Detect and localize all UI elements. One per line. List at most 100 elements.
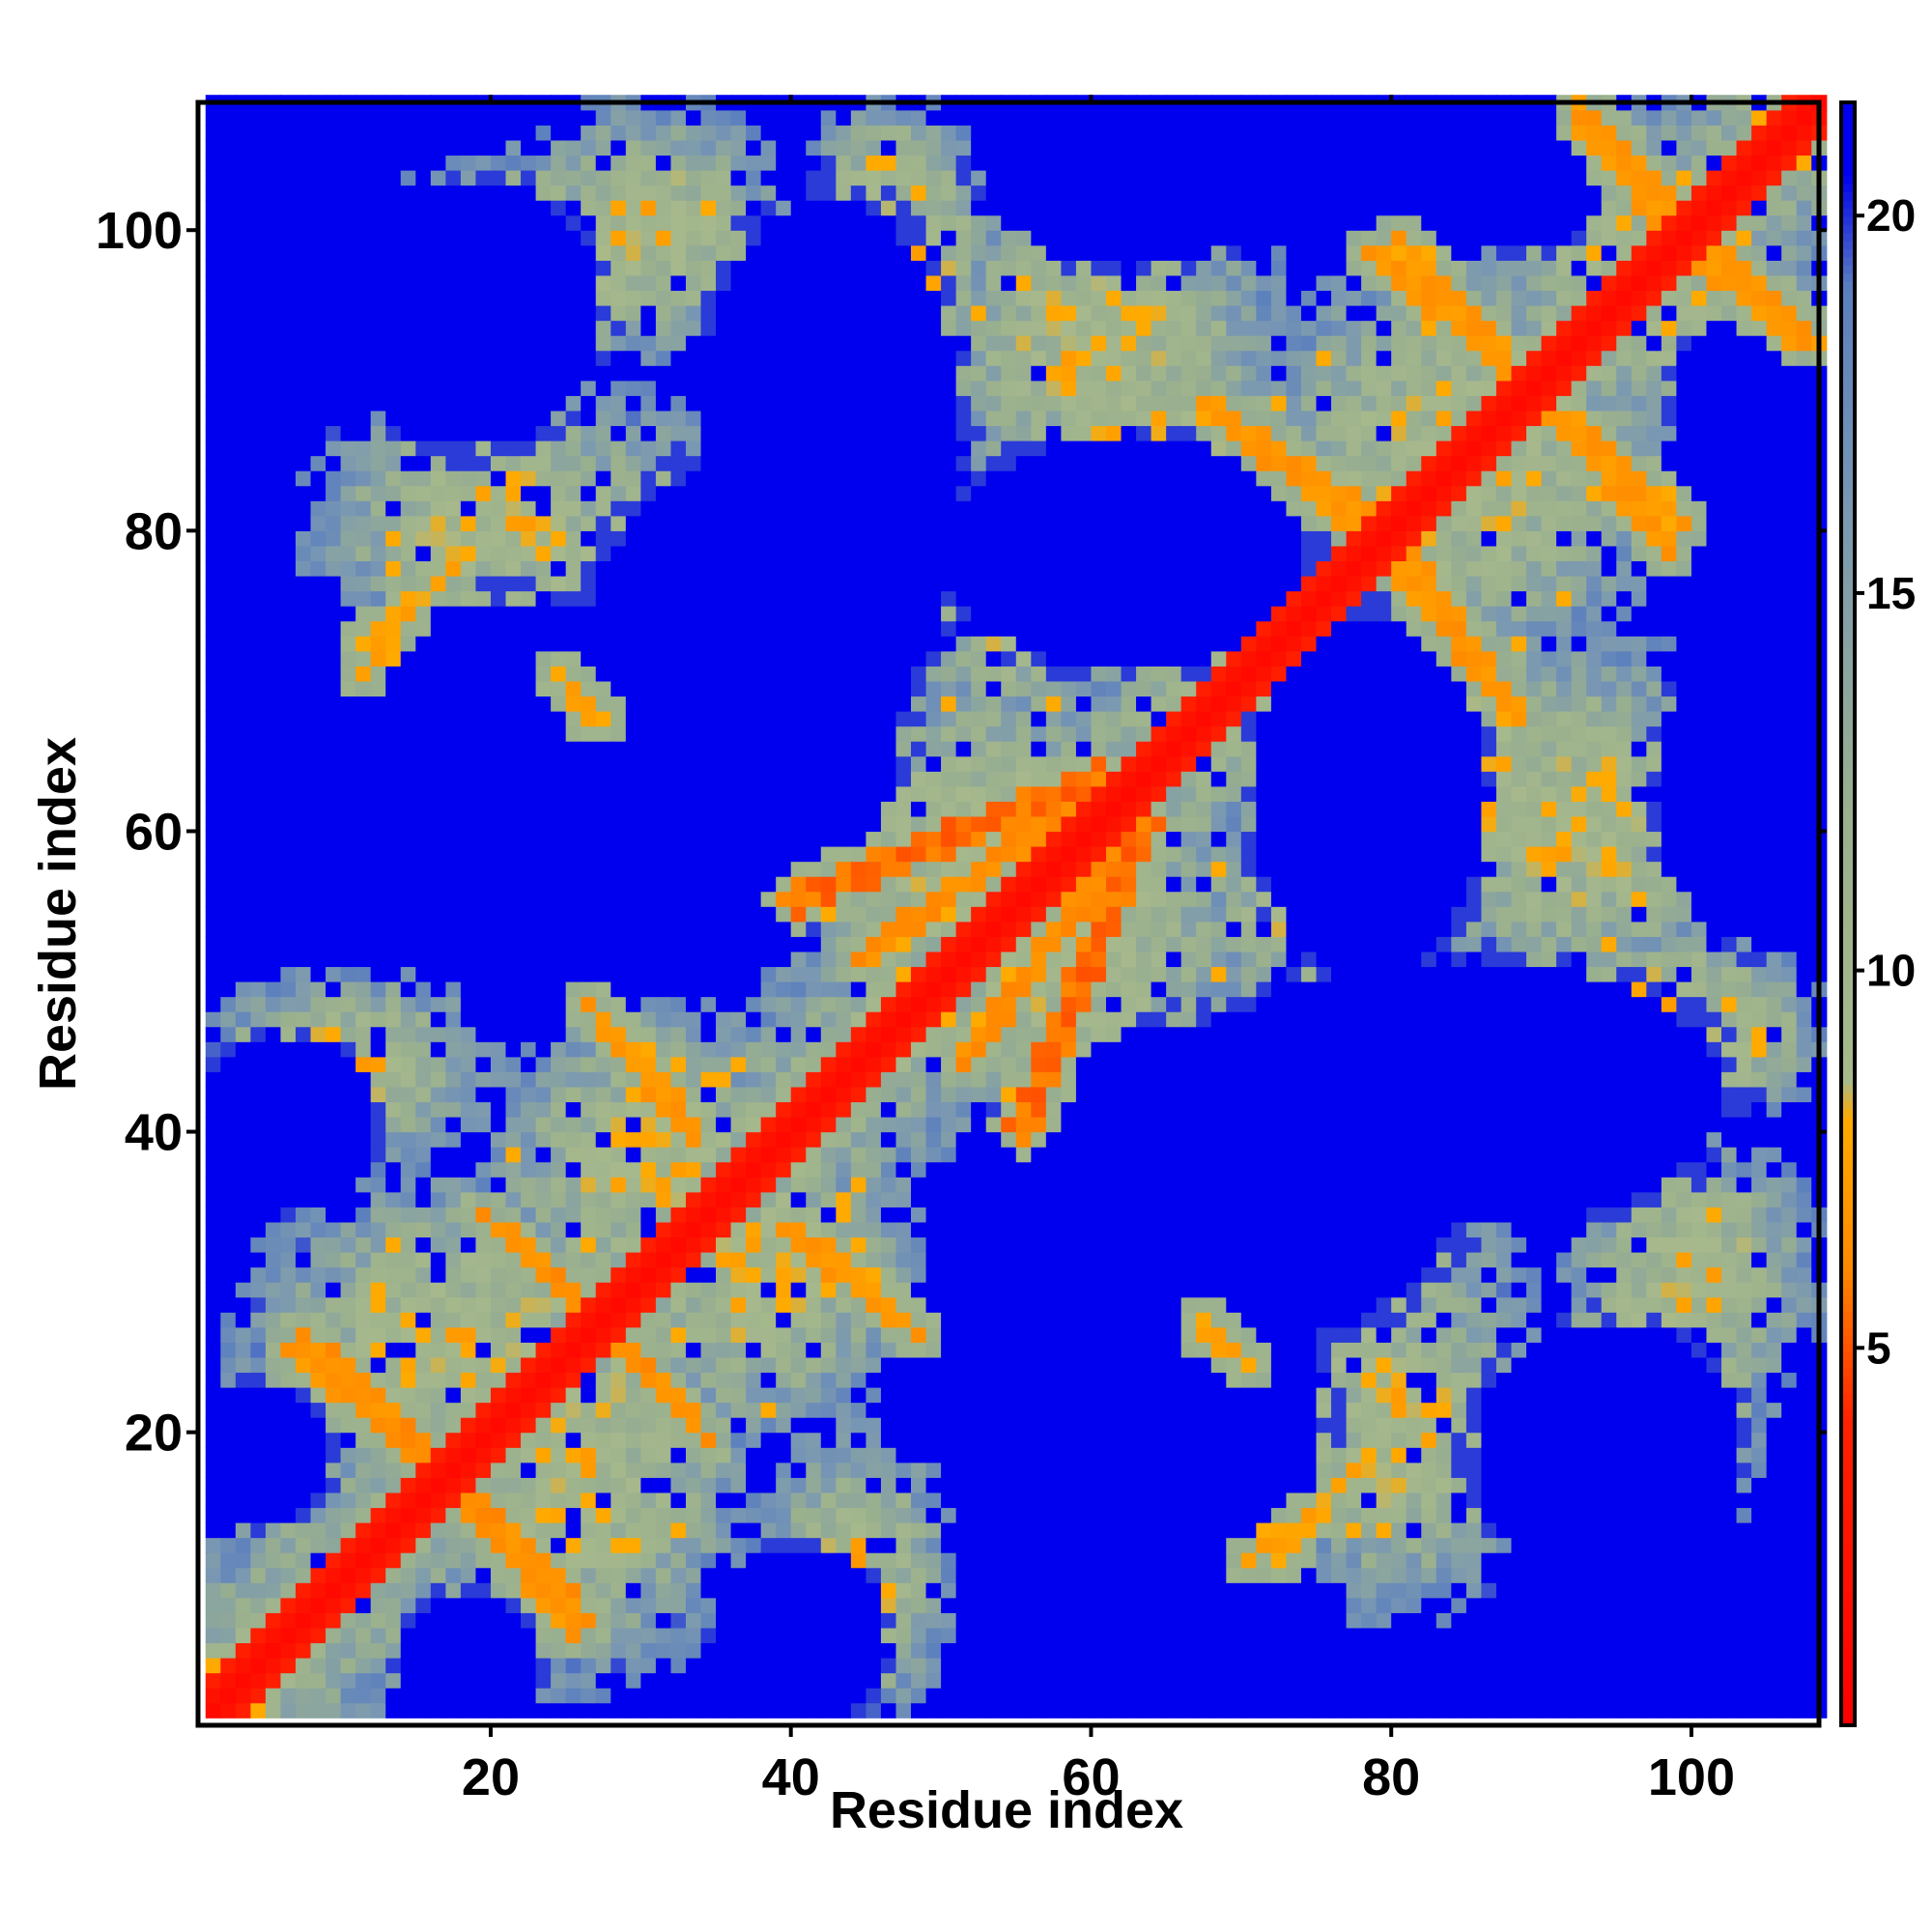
- heatmap-cell: [415, 1462, 432, 1478]
- heatmap-cell: [505, 1342, 522, 1358]
- heatmap-cell: [581, 1026, 597, 1042]
- heatmap-cell: [340, 725, 356, 742]
- heatmap-cell: [445, 1177, 462, 1193]
- heatmap-cell: [280, 951, 297, 968]
- heatmap-cell: [640, 410, 657, 427]
- heatmap-cell: [565, 335, 582, 352]
- heatmap-cell: [806, 455, 822, 471]
- heatmap-cell: [295, 1296, 312, 1313]
- heatmap-cell: [670, 636, 687, 652]
- heatmap-cell: [460, 1177, 477, 1193]
- heatmap-cell: [746, 576, 762, 592]
- heatmap-cell: [611, 1207, 627, 1223]
- heatmap-cell: [730, 755, 747, 772]
- heatmap-cell: [716, 921, 732, 937]
- heatmap-cell: [460, 365, 477, 382]
- heatmap-cell: [205, 244, 221, 261]
- heatmap-cell: [400, 1552, 416, 1569]
- heatmap-cell: [595, 696, 611, 712]
- heatmap-cell: [521, 274, 537, 292]
- heatmap-cell: [595, 1627, 611, 1644]
- heatmap-cell: [685, 1372, 702, 1388]
- heatmap-cell: [280, 801, 297, 817]
- heatmap-cell: [820, 185, 837, 201]
- heatmap-cell: [280, 335, 297, 352]
- heatmap-cell: [565, 1071, 582, 1088]
- heatmap-cell: [880, 1342, 897, 1358]
- heatmap-cell: [326, 666, 342, 682]
- heatmap-cell: [670, 891, 687, 907]
- heatmap-cell: [581, 380, 597, 396]
- heatmap-cell: [235, 1477, 251, 1493]
- heatmap-cell: [385, 696, 402, 712]
- heatmap-cell: [640, 1147, 657, 1163]
- heatmap-cell: [521, 185, 537, 201]
- heatmap-cell: [475, 1161, 492, 1178]
- heatmap-cell: [565, 274, 582, 292]
- heatmap-cell: [655, 1147, 672, 1163]
- heatmap-cell: [400, 1252, 416, 1268]
- heatmap-cell: [370, 815, 386, 833]
- heatmap-cell: [730, 1417, 747, 1434]
- heatmap-cell: [505, 576, 522, 592]
- heatmap-cell: [280, 666, 297, 682]
- heatmap-cell: [535, 725, 552, 742]
- heatmap-cell: [535, 410, 552, 427]
- heatmap-cell: [790, 155, 807, 171]
- heatmap-cell: [535, 1477, 552, 1493]
- heatmap-cell: [746, 936, 762, 952]
- heatmap-cell: [295, 530, 312, 547]
- heatmap-cell: [790, 305, 807, 322]
- heatmap-cell: [250, 906, 267, 923]
- heatmap-cell: [310, 320, 327, 336]
- heatmap-cell: [730, 365, 747, 382]
- heatmap-cell: [716, 1326, 732, 1343]
- heatmap-cell: [310, 966, 327, 982]
- heatmap-cell: [760, 1207, 777, 1223]
- heatmap-cell: [880, 500, 897, 517]
- heatmap-cell: [521, 1282, 537, 1298]
- heatmap-cell: [790, 500, 807, 517]
- heatmap-cell: [655, 1356, 672, 1374]
- heatmap-cell: [850, 500, 867, 517]
- heatmap-cell: [430, 1221, 446, 1238]
- heatmap-cell: [235, 1177, 251, 1193]
- heatmap-cell: [565, 1462, 582, 1478]
- heatmap-cell: [820, 1221, 837, 1238]
- heatmap-cell: [250, 109, 267, 126]
- heatmap-cell: [385, 485, 402, 501]
- heatmap-cell: [265, 155, 282, 171]
- heatmap-cell: [385, 350, 402, 366]
- heatmap-cell: [565, 230, 582, 246]
- heatmap-cell: [355, 1221, 372, 1238]
- heatmap-cell: [505, 876, 522, 893]
- heatmap-cell: [670, 545, 687, 562]
- heatmap-cell: [836, 380, 852, 396]
- heatmap-cell: [640, 1492, 657, 1509]
- heatmap-cell: [370, 200, 386, 216]
- heatmap-cell: [235, 771, 251, 787]
- heatmap-cell: [625, 966, 641, 982]
- heatmap-cell: [700, 1086, 717, 1103]
- heatmap-cell: [850, 290, 867, 306]
- heatmap-cell: [776, 200, 792, 216]
- heatmap-cell: [880, 515, 897, 531]
- heatmap-cell: [250, 861, 267, 877]
- heatmap-cell: [746, 214, 762, 231]
- heatmap-cell: [806, 1086, 822, 1103]
- heatmap-cell: [370, 936, 386, 952]
- heatmap-cell: [326, 515, 342, 531]
- heatmap-cell: [640, 1101, 657, 1118]
- heatmap-cell: [611, 876, 627, 893]
- heatmap-cell: [551, 1582, 567, 1599]
- heatmap-cell: [220, 815, 237, 833]
- heatmap-cell: [820, 1417, 837, 1434]
- heatmap-cell: [445, 214, 462, 231]
- heatmap-cell: [505, 1672, 522, 1689]
- heatmap-cell: [265, 620, 282, 637]
- heatmap-cell: [310, 200, 327, 216]
- heatmap-cell: [866, 470, 882, 487]
- heatmap-cell: [460, 1462, 477, 1478]
- heatmap-cell: [340, 335, 356, 352]
- heatmap-cell: [370, 1147, 386, 1163]
